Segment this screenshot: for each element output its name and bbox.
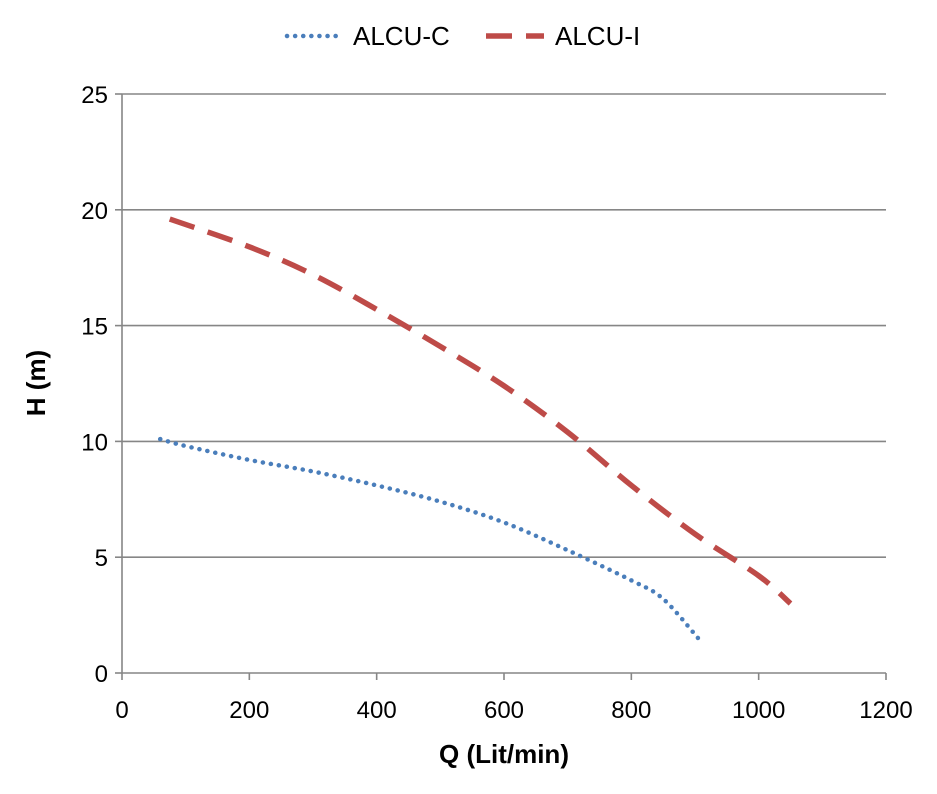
y-tick-label: 10 xyxy=(81,429,108,456)
legend: ALCU-C ALCU-I xyxy=(284,21,640,51)
x-tick-label: 1200 xyxy=(859,697,912,724)
tick-labels: 0 5 10 15 20 25 0 200 400 600 800 1000 1200 xyxy=(81,82,912,724)
x-tick-label: 0 xyxy=(115,697,128,724)
x-tick-label: 800 xyxy=(611,697,651,724)
y-tick-label: 0 xyxy=(95,661,108,688)
x-tick-label: 400 xyxy=(357,697,397,724)
y-tick-label: 15 xyxy=(81,314,108,341)
y-axis-title: H (m) xyxy=(21,350,51,416)
legend-label: ALCU-I xyxy=(555,21,640,51)
x-tick-label: 1000 xyxy=(732,697,785,724)
y-tick-label: 5 xyxy=(95,545,108,572)
x-tick-label: 600 xyxy=(484,697,524,724)
y-tick-label: 25 xyxy=(81,82,108,109)
x-tick-label: 200 xyxy=(229,697,269,724)
series-line-alcu-i xyxy=(168,216,793,606)
axis-titles: Q (Lit/min) H (m) xyxy=(21,350,569,769)
y-tick-label: 20 xyxy=(81,198,108,225)
legend-label: ALCU-C xyxy=(353,21,450,51)
series-line-alcu-c xyxy=(157,436,701,641)
gridlines xyxy=(122,93,886,559)
x-axis-title: Q (Lit/min) xyxy=(439,739,569,769)
series-lines xyxy=(157,216,793,641)
